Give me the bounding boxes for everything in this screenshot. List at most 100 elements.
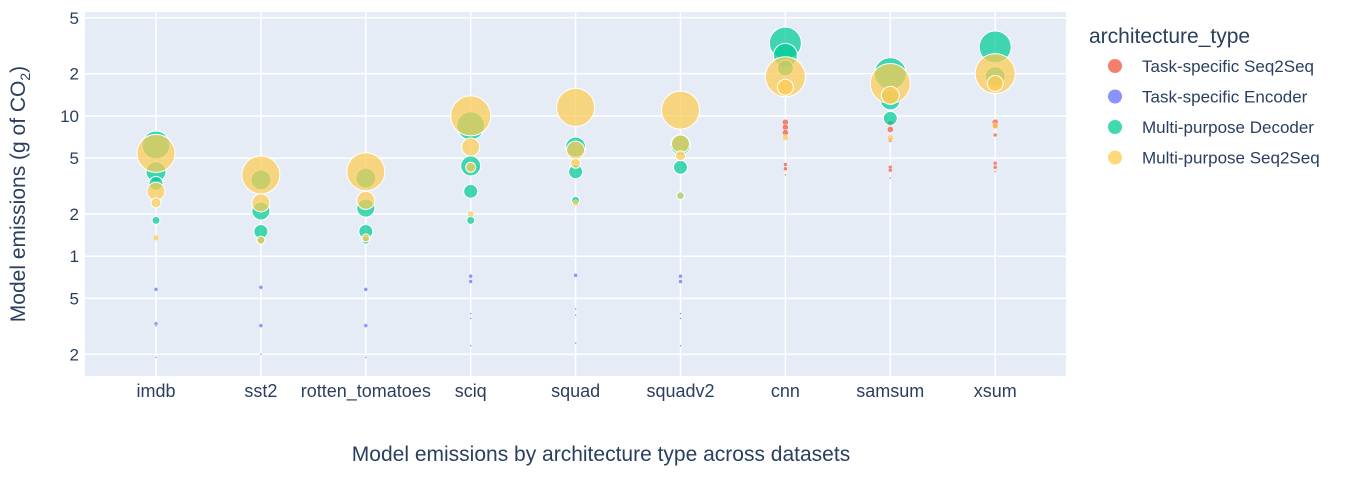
legend-label: Multi-purpose Seq2Seq bbox=[1142, 149, 1320, 168]
data-point bbox=[566, 140, 586, 160]
data-point bbox=[678, 274, 683, 279]
data-point bbox=[363, 323, 368, 328]
data-point bbox=[356, 190, 376, 210]
data-point bbox=[574, 307, 577, 311]
data-point bbox=[469, 344, 472, 347]
data-point bbox=[993, 165, 998, 170]
data-point bbox=[258, 285, 264, 290]
data-point bbox=[251, 193, 271, 213]
data-point bbox=[469, 312, 472, 315]
data-point bbox=[151, 215, 161, 225]
data-point bbox=[463, 183, 479, 199]
legend-item[interactable]: Task-specific Seq2Seq bbox=[1108, 57, 1314, 76]
data-point bbox=[974, 53, 1016, 95]
data-point bbox=[887, 126, 894, 133]
data-point bbox=[570, 157, 582, 169]
legend-label: Task-specific Encoder bbox=[1142, 88, 1308, 107]
data-point bbox=[461, 137, 481, 157]
data-point bbox=[661, 90, 700, 130]
y-tick-label: 5 bbox=[70, 9, 79, 28]
data-point bbox=[258, 323, 264, 328]
x-tick-label-sst2: sst2 bbox=[244, 381, 277, 401]
legend-item[interactable]: Multi-purpose Seq2Seq bbox=[1108, 149, 1320, 168]
data-point bbox=[450, 95, 492, 137]
data-point bbox=[764, 56, 806, 98]
x-tick-label-sciq: sciq bbox=[455, 381, 487, 401]
data-point bbox=[986, 75, 1004, 93]
legend: architecture_type Task-specific Seq2Seq T… bbox=[1089, 25, 1320, 168]
y-tick-label: 2 bbox=[70, 205, 79, 224]
data-point bbox=[465, 161, 477, 173]
data-point bbox=[678, 279, 683, 284]
data-point bbox=[679, 312, 682, 315]
legend-marker bbox=[1108, 59, 1122, 73]
data-point bbox=[468, 274, 473, 279]
data-point bbox=[346, 152, 386, 192]
data-point bbox=[468, 279, 473, 284]
y-axis-title: Model emissions (g of CO2) bbox=[7, 66, 33, 322]
x-tick-label-samsum: samsum bbox=[856, 381, 924, 401]
data-point bbox=[992, 122, 999, 129]
data-point bbox=[994, 170, 997, 173]
data-point bbox=[573, 273, 578, 278]
legend-item[interactable]: Multi-purpose Decoder bbox=[1108, 118, 1314, 137]
x-tick-label-xsum: xsum bbox=[974, 381, 1017, 401]
x-tick-label-imdb: imdb bbox=[136, 381, 175, 401]
y-axis-title-prefix: Model emissions (g of CO bbox=[7, 81, 30, 323]
x-axis-title: Model emissions by architecture type acr… bbox=[352, 443, 850, 466]
data-point bbox=[572, 199, 579, 207]
data-point bbox=[882, 110, 898, 126]
legend-item[interactable]: Task-specific Encoder bbox=[1108, 88, 1308, 107]
x-tick-label-squadv2: squadv2 bbox=[646, 381, 714, 401]
data-point bbox=[784, 173, 787, 177]
data-point bbox=[776, 78, 794, 96]
data-point bbox=[154, 356, 158, 359]
legend-marker bbox=[1108, 120, 1122, 134]
data-point bbox=[363, 287, 368, 292]
data-point bbox=[153, 287, 159, 292]
data-point bbox=[993, 160, 998, 166]
y-tick-label: 10 bbox=[60, 107, 79, 126]
data-point bbox=[880, 85, 900, 105]
y-tick-label: 2 bbox=[70, 65, 79, 84]
y-tick-label: 1 bbox=[70, 247, 79, 266]
data-point bbox=[783, 166, 788, 171]
legend-label: Task-specific Seq2Seq bbox=[1142, 57, 1314, 76]
data-point bbox=[364, 356, 367, 359]
data-point bbox=[150, 197, 162, 209]
data-point bbox=[889, 176, 892, 180]
data-point bbox=[574, 341, 577, 345]
data-point bbox=[888, 168, 893, 173]
y-tick-label: 5 bbox=[70, 289, 79, 308]
legend-marker bbox=[1108, 89, 1122, 104]
legend-label: Multi-purpose Decoder bbox=[1142, 118, 1314, 137]
data-point bbox=[241, 155, 281, 195]
x-tick-label-cnn: cnn bbox=[771, 381, 800, 401]
y-tick-label: 5 bbox=[70, 149, 79, 168]
data-point bbox=[154, 324, 158, 327]
x-axis-ticks: imdb sst2 rotten_tomatoes sciq squad squadv2 c… bbox=[136, 381, 1016, 402]
data-point bbox=[466, 215, 476, 225]
data-point bbox=[574, 313, 577, 317]
legend-marker bbox=[1108, 150, 1122, 165]
data-point bbox=[152, 234, 160, 242]
data-point bbox=[469, 317, 472, 320]
data-point bbox=[677, 192, 684, 199]
data-point bbox=[782, 124, 789, 131]
data-point bbox=[783, 162, 788, 167]
legend-title: architecture_type bbox=[1089, 25, 1250, 48]
data-points bbox=[136, 26, 1016, 359]
data-point bbox=[259, 353, 263, 356]
data-point bbox=[679, 344, 682, 347]
data-point bbox=[782, 134, 789, 141]
data-point bbox=[467, 210, 474, 218]
data-point bbox=[675, 150, 686, 162]
y-axis-title-suffix: ) bbox=[7, 66, 30, 73]
y-tick-label: 2 bbox=[70, 345, 79, 364]
data-point bbox=[679, 317, 682, 320]
x-tick-label-squad: squad bbox=[551, 381, 600, 401]
data-point bbox=[993, 132, 998, 138]
data-point bbox=[361, 233, 371, 243]
data-point bbox=[887, 134, 894, 141]
